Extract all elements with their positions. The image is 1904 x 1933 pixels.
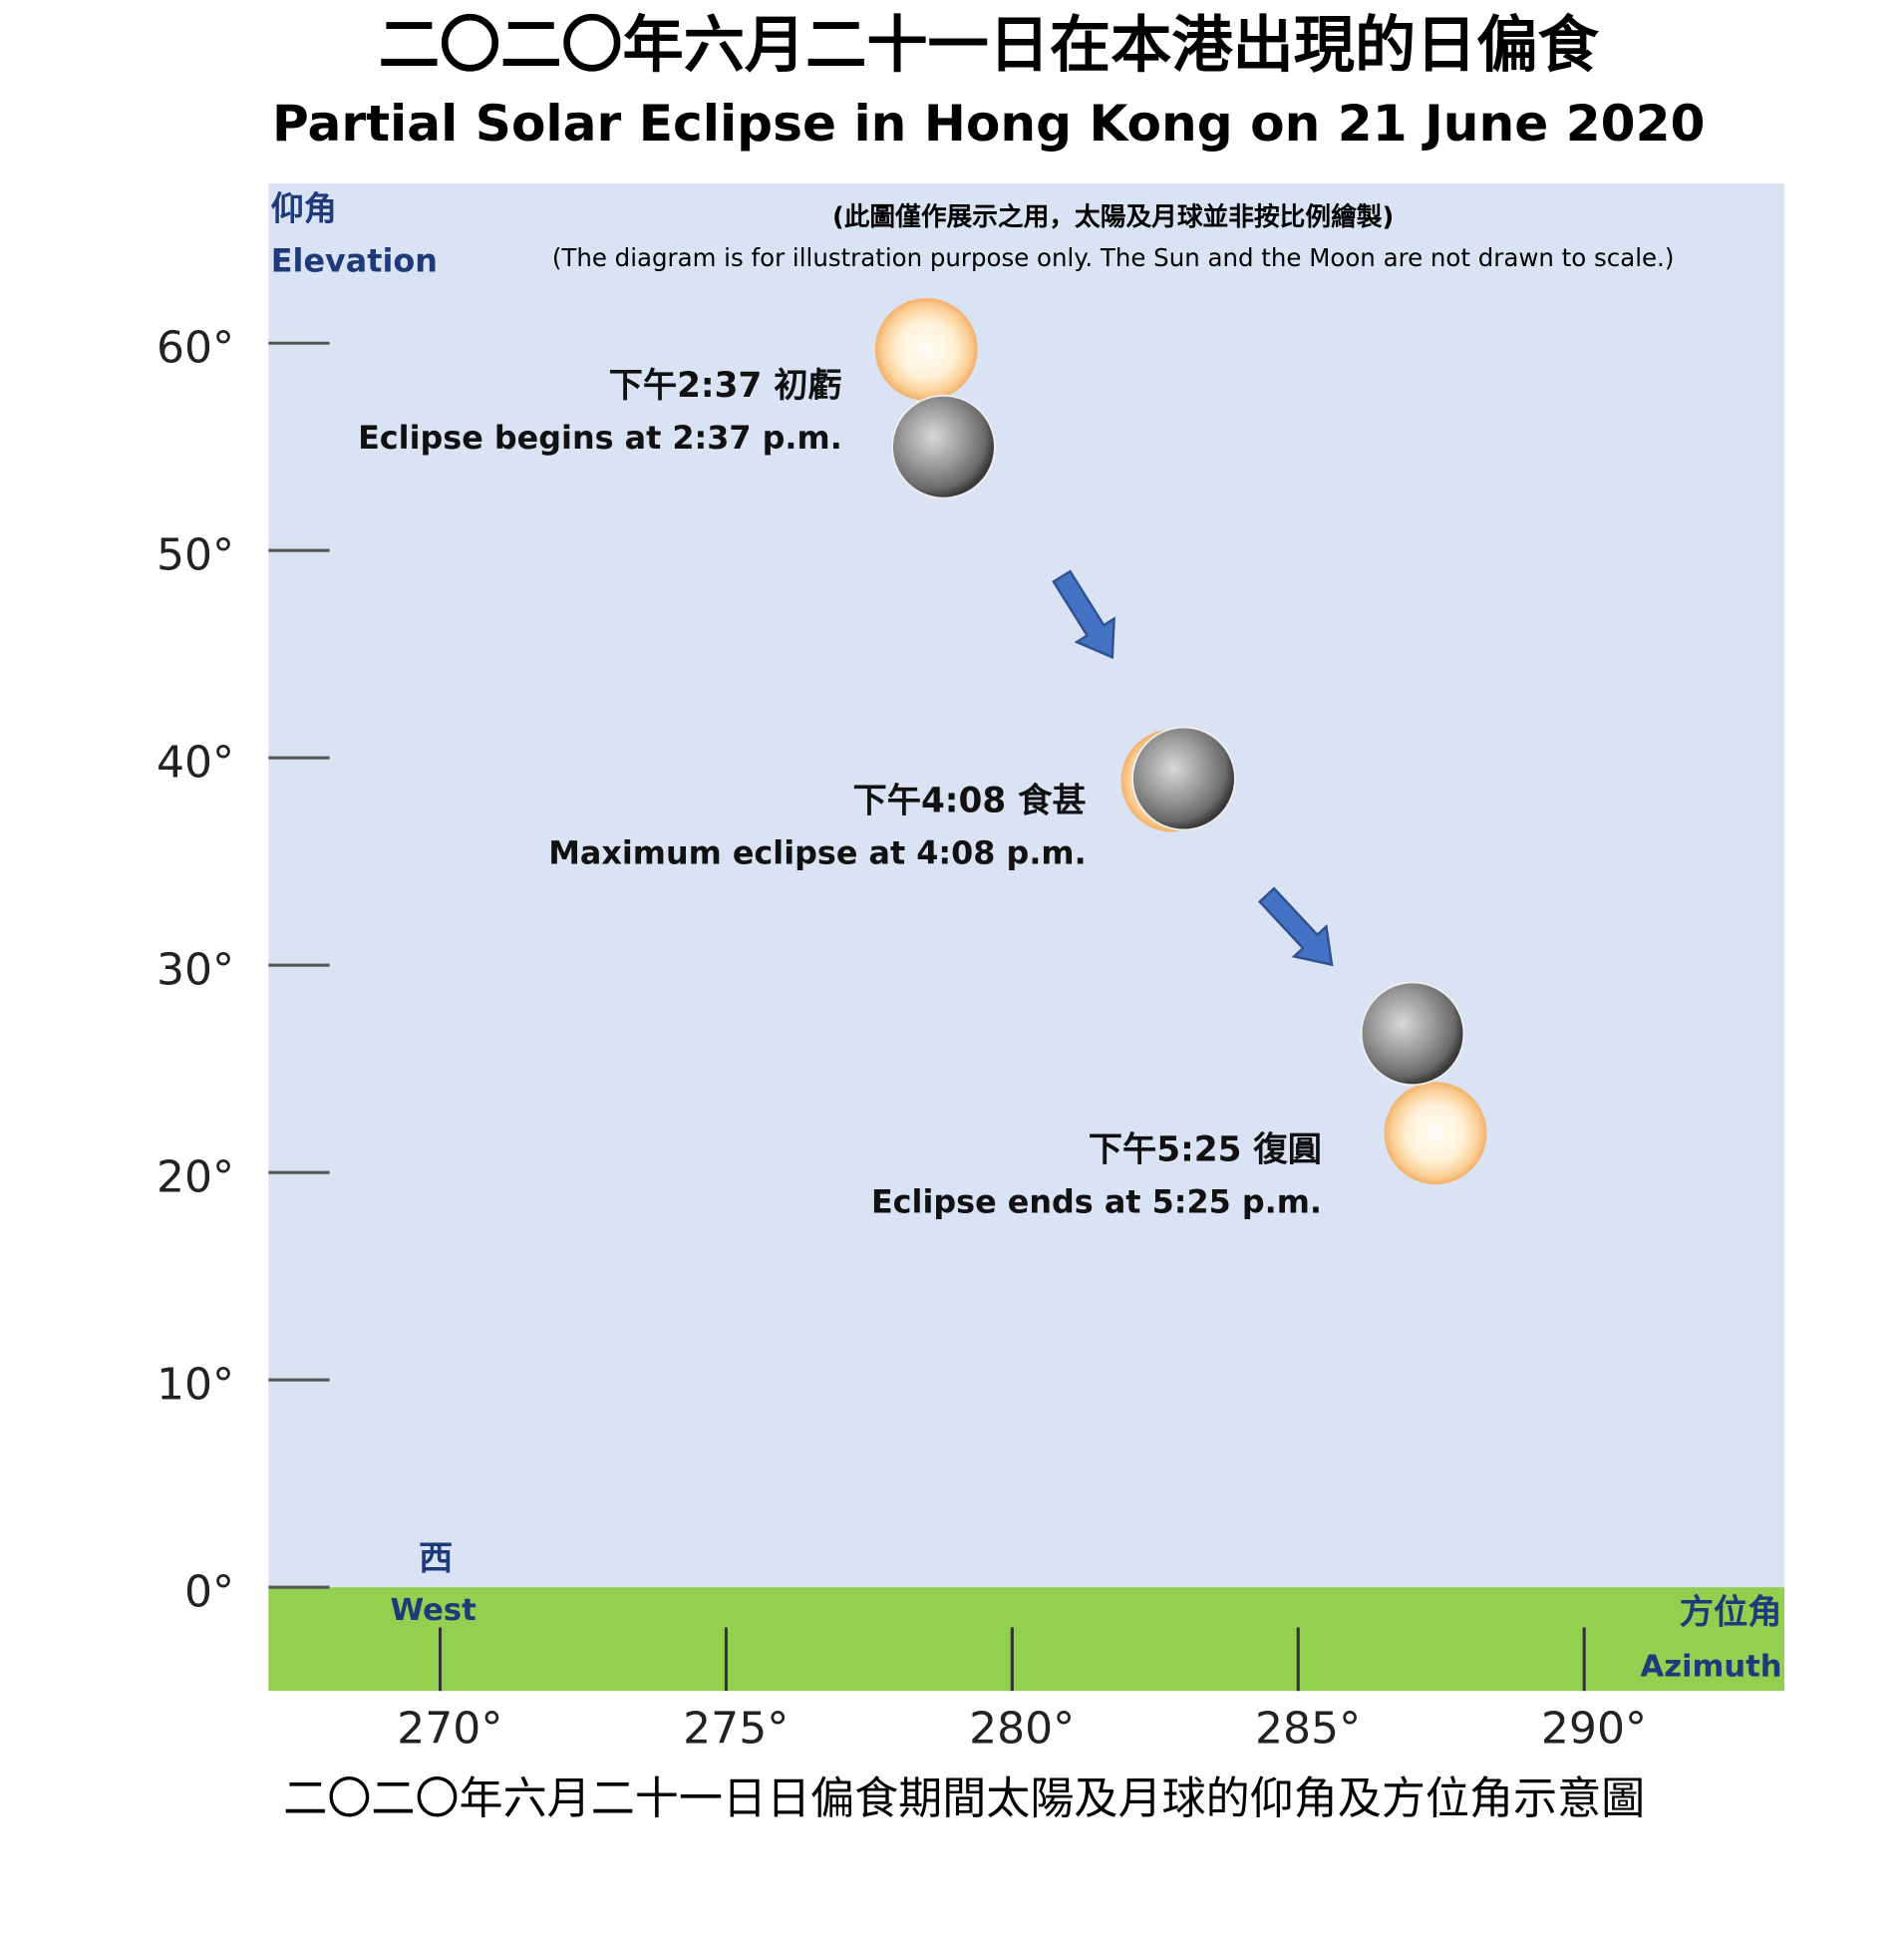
x-label-zh: 方位角 bbox=[1680, 1593, 1782, 1633]
arrow-shape bbox=[1257, 886, 1334, 967]
y-tick-label: 40° bbox=[157, 738, 234, 789]
y-tick-label: 20° bbox=[157, 1152, 234, 1203]
event-label-en: Maximum eclipse at 4:08 p.m. bbox=[548, 833, 1086, 871]
arrow-shape bbox=[1052, 569, 1115, 660]
event-label-zh: 下午5:25 復圓 bbox=[1089, 1129, 1322, 1169]
subtitle: Partial Solar Eclipse in Hong Kong on 21… bbox=[272, 94, 1705, 153]
west-zh: 西 bbox=[419, 1539, 453, 1579]
arrow bbox=[1052, 569, 1115, 660]
sky bbox=[268, 183, 1785, 1588]
plot bbox=[268, 183, 1785, 1692]
y-tick-label: 60° bbox=[157, 323, 234, 374]
moon bbox=[891, 394, 996, 499]
event-label-zh: 下午2:37 初虧 bbox=[609, 366, 842, 406]
title: 二〇二〇年六月二十一日在本港出現的日偏食 bbox=[379, 10, 1600, 81]
y-tick-label: 10° bbox=[157, 1360, 234, 1411]
arrow bbox=[1257, 886, 1334, 967]
x-tick-label: 285° bbox=[1255, 1704, 1361, 1755]
y-label-en: Elevation bbox=[271, 242, 438, 280]
x-tick-label: 270° bbox=[397, 1704, 502, 1755]
y-tick-label: 0° bbox=[184, 1567, 234, 1618]
y-label-zh: 仰角 bbox=[271, 189, 337, 228]
sun bbox=[1384, 1082, 1487, 1185]
event-label-en: Eclipse ends at 5:25 p.m. bbox=[871, 1183, 1322, 1221]
event-label-en: Eclipse begins at 2:37 p.m. bbox=[358, 419, 842, 457]
x-label-en: Azimuth bbox=[1641, 1649, 1782, 1684]
moon bbox=[1131, 726, 1236, 831]
sun bbox=[874, 298, 978, 401]
event-label-zh: 下午4:08 食甚 bbox=[852, 781, 1086, 820]
caption: 二〇二〇年六月二十一日日偏食期間太陽及月球的仰角及方位角示意圖 bbox=[283, 1773, 1645, 1824]
moon bbox=[1360, 981, 1465, 1087]
west-en: West bbox=[391, 1593, 476, 1628]
y-tick-label: 50° bbox=[157, 530, 234, 581]
x-tick-label: 275° bbox=[683, 1704, 789, 1755]
note-en: (The diagram is for illustration purpose… bbox=[552, 243, 1675, 272]
ground bbox=[268, 1587, 1785, 1692]
note-zh: (此圖僅作展示之用，太陽及月球並非按比例繪製) bbox=[832, 201, 1394, 232]
y-tick-label: 30° bbox=[157, 945, 234, 996]
x-tick-label: 280° bbox=[969, 1704, 1075, 1755]
x-tick-label: 290° bbox=[1541, 1704, 1647, 1755]
